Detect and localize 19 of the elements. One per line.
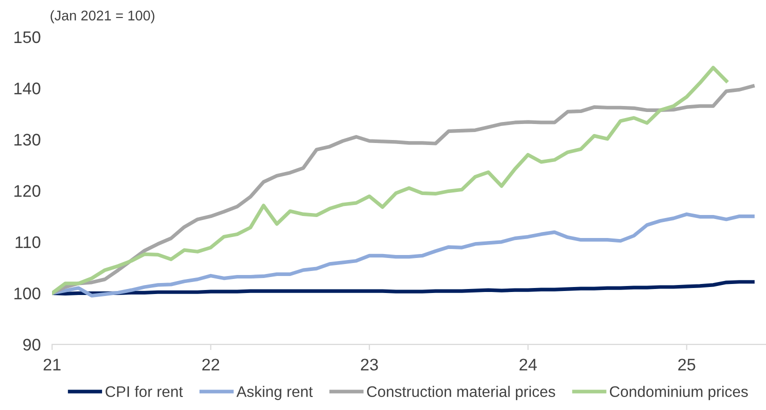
x-tick-label: 21 xyxy=(44,358,61,370)
y-axis-title: (Jan 2021 = 100) xyxy=(50,10,154,24)
line-series xyxy=(52,212,755,298)
legend-label: Construction material prices xyxy=(367,386,556,400)
x-tick-label: 22 xyxy=(202,358,220,370)
y-tick-label: 130 xyxy=(14,134,40,146)
x-tick-label: 23 xyxy=(360,358,378,371)
line-series xyxy=(52,280,755,296)
y-tick-label: 110 xyxy=(16,236,40,248)
y-tick-label: 100 xyxy=(14,288,40,300)
legend-label: CPI for rent xyxy=(106,386,183,398)
y-tick-label: 90 xyxy=(23,338,40,351)
legend-label: Asking rent xyxy=(236,386,313,400)
y-tick-label: 140 xyxy=(14,82,40,94)
x-tick-label: 24 xyxy=(520,358,537,370)
y-tick-label: 120 xyxy=(14,185,40,197)
x-tick-label: 25 xyxy=(678,358,696,371)
y-tick-label: 150 xyxy=(14,31,40,44)
legend-label: Condominium prices xyxy=(610,386,748,400)
